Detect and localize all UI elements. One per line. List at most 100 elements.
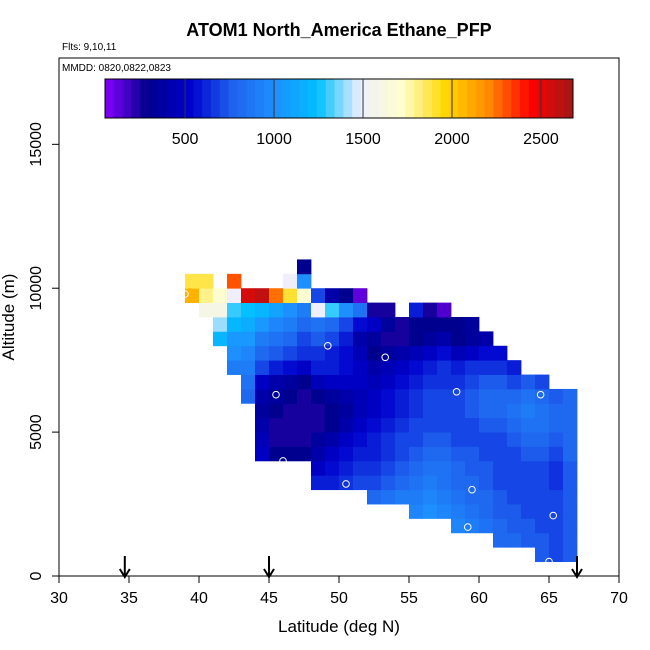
heatmap-cell (423, 374, 438, 390)
heatmap-cell (269, 432, 284, 447)
heatmap-cell (325, 388, 340, 404)
heatmap-cell (325, 317, 340, 332)
heatmap-cell (325, 460, 340, 476)
heatmap-cell (297, 273, 312, 289)
heatmap-cell (339, 317, 354, 332)
heatmap-cell (465, 518, 480, 534)
heatmap-cell (395, 460, 410, 476)
heatmap-cell (325, 417, 340, 433)
sample-point (536, 390, 545, 399)
heatmap-cell (437, 302, 452, 318)
heatmap-cell (423, 446, 438, 462)
heatmap-cell (339, 388, 354, 404)
colorbar-segment (493, 79, 503, 118)
heatmap-cell (521, 489, 536, 505)
heatmap-cell (493, 475, 508, 491)
heatmap-cell (227, 273, 242, 289)
heatmap-cell (353, 403, 368, 419)
heatmap-cell (451, 504, 466, 519)
heatmap-cell (199, 273, 214, 289)
heatmap-cell (297, 259, 312, 275)
heatmap-cell (437, 403, 452, 419)
heatmap-cell (423, 388, 438, 404)
heatmap-cell (409, 360, 424, 375)
heatmap-cell (563, 547, 578, 563)
heatmap-cell (521, 388, 536, 404)
y-tick-label: 5000 (28, 414, 45, 450)
colorbar-tick-label: 1500 (345, 131, 381, 148)
heatmap-cell (381, 317, 396, 332)
heatmap-cell (563, 460, 578, 476)
heatmap-cell (409, 388, 424, 404)
flights-note: Flts: 9,10,11 (62, 42, 117, 53)
heatmap-cell (423, 417, 438, 433)
colorbar-segment (449, 79, 459, 118)
heatmap-cell (213, 331, 228, 347)
y-axis-label: Altitude (m) (0, 274, 18, 361)
colorbar-segment (387, 79, 397, 118)
heatmap-cell (297, 302, 312, 318)
x-tick-label: 55 (400, 590, 418, 607)
heatmap-cell (395, 475, 410, 491)
heatmap-cell (409, 302, 424, 318)
heatmap-cell (339, 288, 354, 304)
heatmap-cell (535, 547, 550, 563)
heatmap-cell (423, 360, 438, 375)
heatmap-cell (395, 489, 410, 505)
heatmap-cell (325, 331, 340, 347)
x-tick-label: 35 (120, 590, 138, 607)
heatmap-cell (437, 432, 452, 447)
heatmap-cell (283, 388, 298, 404)
heatmap-cell (521, 504, 536, 519)
heatmap-cell (409, 403, 424, 419)
heatmap-cell (479, 417, 494, 433)
sample-point (324, 342, 332, 350)
heatmap-cell (409, 475, 424, 491)
heatmap-cell (311, 432, 326, 447)
heatmap-cell (451, 489, 466, 505)
heatmap-cell (297, 417, 312, 433)
heatmap-cell (325, 374, 340, 390)
heatmap-cell (479, 360, 494, 375)
heatmap-cell (465, 417, 480, 433)
heatmap-cell (367, 331, 382, 347)
colorbar-segment (502, 79, 512, 118)
heatmap-cell (353, 331, 368, 347)
heatmap-cell (269, 317, 284, 332)
heatmap-cell (311, 345, 326, 361)
heatmap-cell (535, 460, 550, 476)
sample-point (452, 388, 461, 396)
heatmap-cell (311, 302, 326, 318)
colorbar-segment (546, 79, 556, 118)
heatmap-cell (465, 388, 480, 404)
heatmap-cell (339, 331, 354, 347)
heatmap-cell (367, 403, 382, 419)
y-axis: 0 5000 10000 15000 (28, 122, 59, 580)
heatmap-cell (283, 345, 298, 361)
heatmap-cell (381, 388, 396, 404)
colorbar-segment (219, 79, 230, 118)
colorbar-segment (414, 79, 424, 118)
heatmap-cell (451, 460, 466, 476)
heatmap-cell (395, 360, 410, 375)
heatmap-cell (255, 288, 270, 304)
heatmap-cell (255, 345, 270, 361)
heatmap-cell (381, 489, 396, 505)
heatmap-cell (535, 475, 550, 491)
x-tick-label: 30 (50, 590, 68, 607)
colorbar-tick-label: 2000 (434, 131, 470, 148)
heatmap-cell (367, 360, 382, 375)
heatmap-cell (395, 374, 410, 390)
sample-point (359, 241, 367, 249)
colorbar-segment (352, 79, 362, 118)
heatmap-cell (493, 518, 508, 534)
heatmap-cell (255, 360, 270, 375)
heatmap-cell (283, 302, 298, 318)
heatmap-cell (283, 403, 298, 419)
colorbar-segment (511, 79, 521, 118)
heatmap-cell (311, 360, 326, 375)
heatmap-cell (185, 273, 200, 289)
heatmap-cell (535, 388, 550, 404)
heatmap-cell (339, 360, 354, 375)
